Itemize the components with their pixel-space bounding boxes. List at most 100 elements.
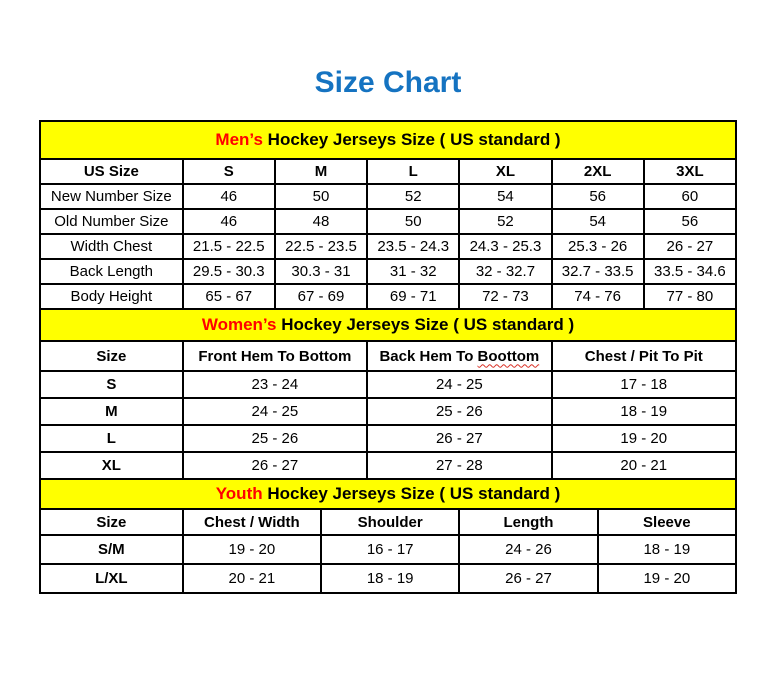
- cell: 30.3 - 31: [273, 258, 369, 285]
- column-header: 3XL: [642, 158, 738, 185]
- cell: 18 - 19: [550, 397, 738, 426]
- womens-section-header: Women’s Hockey Jerseys Size ( US standar…: [39, 308, 737, 342]
- cell: 26 - 27: [181, 451, 369, 480]
- cell: 60: [642, 183, 738, 210]
- cell: 32.7 - 33.5: [550, 258, 645, 285]
- row-label: New Number Size: [39, 183, 184, 210]
- cell: 20 - 21: [550, 451, 738, 480]
- cell: 24 - 26: [458, 534, 599, 565]
- youth-heading-rest: Hockey Jerseys Size ( US standard ): [262, 484, 561, 503]
- cell: 24 - 25: [181, 397, 369, 426]
- page-title: Size Chart: [314, 66, 462, 99]
- cell: 52: [458, 208, 553, 235]
- cell: 26 - 27: [642, 233, 738, 260]
- cell: 16 - 17: [319, 534, 461, 565]
- column-header: XL: [458, 158, 553, 185]
- table-row: XL 26 - 27 27 - 28 20 - 21: [39, 451, 738, 480]
- column-header-text: Back Hem To: [379, 347, 478, 365]
- mens-section-header: Men’s Hockey Jerseys Size ( US standard …: [39, 120, 737, 160]
- column-header: Back Hem To Boottom: [366, 340, 553, 372]
- cell: 32 - 32.7: [458, 258, 553, 285]
- row-label: Back Length: [39, 258, 184, 285]
- mens-heading-rest: Hockey Jerseys Size ( US standard ): [262, 130, 561, 149]
- row-label: S: [39, 370, 184, 399]
- cell: 77 - 80: [642, 283, 738, 310]
- row-label: S/M: [39, 534, 184, 565]
- cell: 23.5 - 24.3: [366, 233, 461, 260]
- cell: 56: [550, 183, 645, 210]
- womens-heading-accent: Women’s: [201, 315, 277, 334]
- row-label: Body Height: [39, 283, 184, 310]
- misspelled-word: Boottom: [477, 347, 540, 365]
- cell: 33.5 - 34.6: [642, 258, 738, 285]
- column-header: M: [273, 158, 369, 185]
- cell: 18 - 19: [596, 534, 738, 565]
- column-header: Length: [458, 508, 599, 536]
- cell: 50: [366, 208, 461, 235]
- column-header: Front Hem To Bottom: [181, 340, 369, 372]
- table-row: Back Length 29.5 - 30.3 30.3 - 31 31 - 3…: [39, 258, 738, 285]
- cell: 26 - 27: [458, 563, 599, 594]
- row-label: L/XL: [39, 563, 184, 594]
- cell: 21.5 - 22.5: [181, 233, 276, 260]
- youth-size-table: Size Chest / Width Shoulder Length Sleev…: [39, 508, 738, 594]
- cell: 19 - 20: [596, 563, 738, 594]
- row-label: L: [39, 424, 184, 453]
- cell: 56: [642, 208, 738, 235]
- cell: 19 - 20: [550, 424, 738, 453]
- table-row: Old Number Size 46 48 50 52 54 56: [39, 208, 738, 235]
- column-header: US Size: [39, 158, 184, 185]
- table-header-row: Size Chest / Width Shoulder Length Sleev…: [39, 508, 738, 536]
- cell: 65 - 67: [181, 283, 276, 310]
- table-header-row: Size Front Hem To Bottom Back Hem To Boo…: [39, 340, 738, 372]
- cell: 23 - 24: [181, 370, 369, 399]
- cell: 50: [273, 183, 369, 210]
- cell: 19 - 20: [181, 534, 323, 565]
- cell: 72 - 73: [458, 283, 553, 310]
- column-header: Sleeve: [596, 508, 738, 536]
- table-row: New Number Size 46 50 52 54 56 60: [39, 183, 738, 210]
- table-row: L 25 - 26 26 - 27 19 - 20: [39, 424, 738, 453]
- column-header: Shoulder: [319, 508, 461, 536]
- cell: 27 - 28: [366, 451, 553, 480]
- mens-size-table: US Size S M L XL 2XL 3XL New Number Size…: [39, 158, 738, 310]
- womens-size-table: Size Front Hem To Bottom Back Hem To Boo…: [39, 340, 738, 480]
- cell: 74 - 76: [550, 283, 645, 310]
- row-label: XL: [39, 451, 184, 480]
- size-chart: Men’s Hockey Jerseys Size ( US standard …: [39, 120, 738, 594]
- cell: 46: [181, 208, 276, 235]
- table-row: S/M 19 - 20 16 - 17 24 - 26 18 - 19: [39, 534, 738, 565]
- column-header: Size: [39, 508, 184, 536]
- cell: 29.5 - 30.3: [181, 258, 276, 285]
- row-label: Old Number Size: [39, 208, 184, 235]
- column-header: Chest / Pit To Pit: [550, 340, 738, 372]
- column-header: Chest / Width: [181, 508, 323, 536]
- cell: 31 - 32: [366, 258, 461, 285]
- column-header: S: [181, 158, 276, 185]
- column-header: Size: [39, 340, 184, 372]
- cell: 22.5 - 23.5: [273, 233, 369, 260]
- cell: 25 - 26: [366, 397, 553, 426]
- column-header: L: [366, 158, 461, 185]
- cell: 20 - 21: [181, 563, 323, 594]
- cell: 24 - 25: [366, 370, 553, 399]
- table-row: M 24 - 25 25 - 26 18 - 19: [39, 397, 738, 426]
- table-header-row: US Size S M L XL 2XL 3XL: [39, 158, 738, 185]
- cell: 46: [181, 183, 276, 210]
- womens-heading-rest: Hockey Jerseys Size ( US standard ): [276, 315, 575, 334]
- youth-heading-accent: Youth: [215, 484, 263, 503]
- cell: 69 - 71: [366, 283, 461, 310]
- cell: 17 - 18: [550, 370, 738, 399]
- column-header: 2XL: [550, 158, 645, 185]
- youth-section-header: Youth Hockey Jerseys Size ( US standard …: [39, 478, 737, 510]
- cell: 26 - 27: [366, 424, 553, 453]
- table-row: Body Height 65 - 67 67 - 69 69 - 71 72 -…: [39, 283, 738, 310]
- table-row: S 23 - 24 24 - 25 17 - 18: [39, 370, 738, 399]
- row-label: M: [39, 397, 184, 426]
- cell: 25 - 26: [181, 424, 369, 453]
- table-row: L/XL 20 - 21 18 - 19 26 - 27 19 - 20: [39, 563, 738, 594]
- row-label: Width Chest: [39, 233, 184, 260]
- cell: 24.3 - 25.3: [458, 233, 553, 260]
- cell: 54: [550, 208, 645, 235]
- cell: 25.3 - 26: [550, 233, 645, 260]
